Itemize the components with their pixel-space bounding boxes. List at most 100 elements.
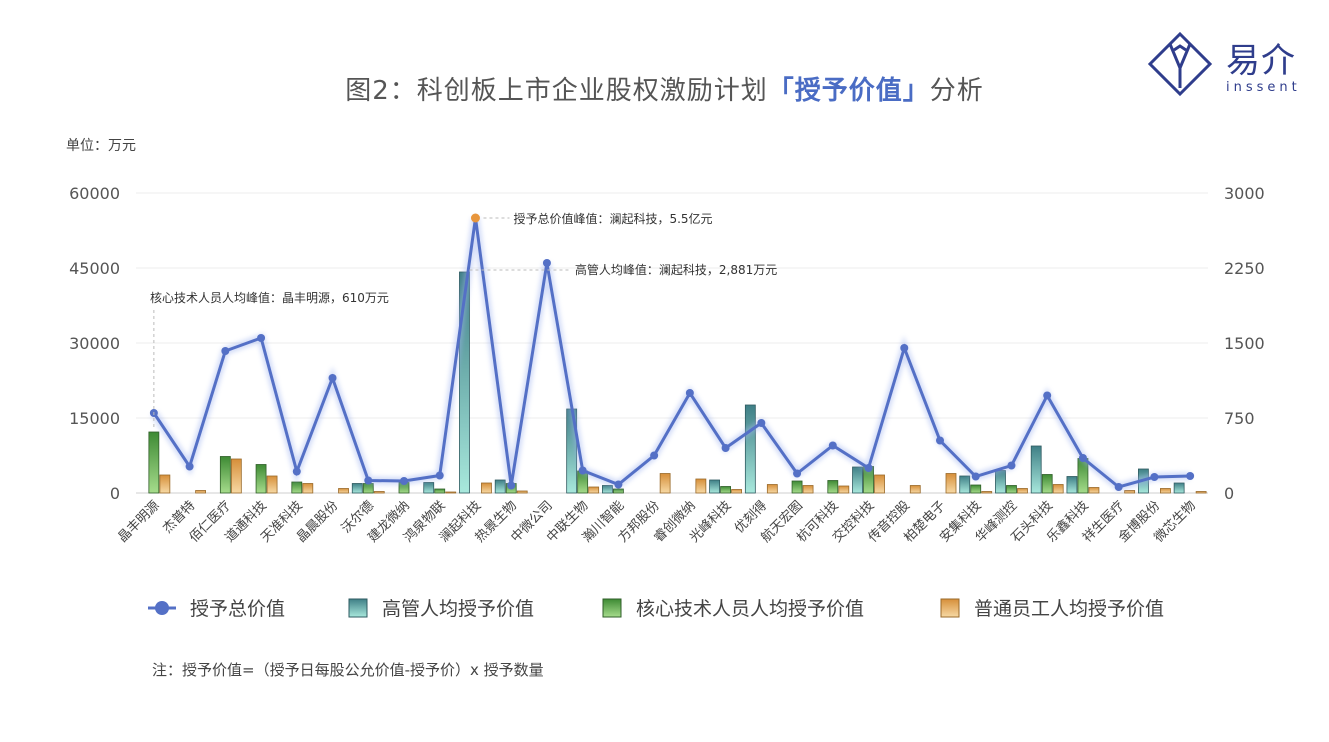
- left-tick-label: 30000: [69, 334, 120, 353]
- exec-bar: [351, 483, 363, 494]
- right-axis-ticks: 0 750 1500 2250 3000: [1224, 184, 1265, 503]
- line-point: [400, 477, 408, 485]
- exec-bar: [423, 482, 435, 494]
- legend-item-core[interactable]: 核心技术人员人均授予价值: [602, 594, 864, 621]
- annotation-total-peak: 授予总价值峰值：澜起科技，5.5亿元: [513, 211, 712, 226]
- footnote: 注：授予价值=（授予日每股公允价值-授予价）x 授予数量: [152, 661, 544, 679]
- logo-text: 易介: [1226, 41, 1296, 81]
- staff-bar: [516, 490, 528, 494]
- legend-label-total: 授予总价值: [190, 598, 286, 620]
- right-tick-label: 750: [1224, 409, 1255, 428]
- left-tick-label: 0: [110, 484, 120, 503]
- exec-bar: [709, 479, 720, 494]
- line-point: [721, 444, 730, 452]
- legend-item-staff[interactable]: 普通员工人均授予价值: [940, 594, 1164, 621]
- exec-bar: [1173, 482, 1185, 494]
- right-tick-label: 1500: [1224, 334, 1265, 353]
- line-point: [650, 451, 659, 460]
- core-bar: [613, 488, 624, 494]
- line-point: [828, 441, 837, 450]
- line-point: [435, 471, 444, 480]
- x-tick-label: 晶丰明源: [115, 498, 162, 545]
- line-point: [1186, 472, 1195, 480]
- core-bar: [827, 480, 839, 494]
- left-tick-label: 45000: [69, 259, 120, 278]
- core-bar: [291, 481, 303, 494]
- orange-square-icon: [940, 598, 960, 617]
- staff-bar: [1052, 484, 1064, 494]
- line-point: [793, 469, 802, 478]
- line-point: [507, 481, 516, 490]
- bar-series: [148, 271, 1207, 494]
- staff-bar: [159, 474, 171, 494]
- line-point: [1114, 483, 1123, 491]
- annotation-exec-peak: 高管人均峰值：澜起科技，2,881万元: [575, 262, 777, 277]
- line-point: [257, 334, 266, 342]
- staff-bar: [909, 485, 921, 494]
- staff-bar: [695, 478, 707, 494]
- staff-bar: [1124, 490, 1136, 494]
- core-bar: [1041, 474, 1053, 494]
- staff-bar: [1017, 488, 1028, 494]
- core-bar: [362, 483, 374, 494]
- exec-bar: [602, 485, 613, 494]
- staff-bar: [481, 482, 492, 494]
- core-bar: [255, 464, 267, 494]
- staff-bar: [266, 475, 278, 494]
- line-point: [470, 213, 480, 223]
- left-tick-label: 60000: [69, 184, 120, 203]
- line-point: [685, 389, 694, 397]
- line-point: [1150, 473, 1159, 481]
- line-point: [1007, 461, 1016, 470]
- left-tick-label: 15000: [69, 409, 120, 428]
- legend-label-staff: 普通员工人均授予价值: [974, 598, 1165, 620]
- staff-bar: [659, 473, 671, 494]
- line-point: [292, 467, 301, 476]
- left-axis-ticks: 0 15000 30000 45000 60000: [69, 184, 120, 503]
- chart-title: 图2：科创板上市企业股权激励计划「授予价值」分析: [0, 70, 1329, 107]
- staff-bar: [766, 484, 778, 494]
- right-tick-label: 3000: [1224, 184, 1265, 203]
- teal-square-icon: [348, 598, 368, 617]
- legend-label-core: 核心技术人员人均授予价值: [636, 598, 865, 620]
- x-axis-labels: 晶丰明源杰普特佰仁医疗道通科技天准科技晶晨股份沃尔德建龙微纳鸿泉物联澜起科技热景…: [115, 498, 1199, 546]
- line-point: [328, 374, 337, 382]
- staff-bar: [981, 491, 993, 494]
- exec-bar: [1066, 476, 1078, 494]
- staff-bar: [1160, 488, 1171, 494]
- legend-item-total[interactable]: 授予总价值: [148, 594, 285, 621]
- line-point: [1043, 391, 1052, 400]
- staff-bar: [731, 489, 742, 494]
- core-bar: [219, 456, 231, 494]
- core-bar: [791, 480, 803, 494]
- core-bar: [148, 431, 160, 494]
- unit-label: 单位：万元: [66, 138, 136, 154]
- line-point: [185, 462, 194, 471]
- chart-canvas: 0 15000 30000 45000 60000 0 750 1500 2250 3000 晶…: [69, 184, 1265, 546]
- logo-subtext: inssent: [1226, 80, 1301, 95]
- line-point: [578, 466, 587, 475]
- staff-bar: [373, 491, 385, 494]
- line-point: [1078, 454, 1087, 462]
- legend-item-exec[interactable]: 高管人均授予价值: [348, 594, 534, 621]
- line-point: [971, 472, 980, 481]
- total-value-line: [152, 217, 1191, 489]
- staff-bar: [302, 483, 314, 494]
- annotations: 授予总价值峰值：澜起科技，5.5亿元高管人均峰值：澜起科技，2,881万元核心技…: [150, 211, 777, 430]
- staff-bar: [874, 474, 885, 494]
- line-point: [936, 436, 944, 445]
- staff-bar: [945, 473, 957, 494]
- staff-bar: [802, 485, 814, 494]
- core-bar: [434, 488, 446, 494]
- circle-line-icon: [148, 600, 176, 615]
- line-point: [614, 480, 623, 489]
- annotation-core-peak: 核心技术人员人均峰值：晶丰明源，610万元: [150, 290, 389, 305]
- line-series: [149, 213, 1195, 492]
- staff-bar: [588, 486, 600, 494]
- green-square-icon: [602, 598, 622, 617]
- core-bar: [1006, 485, 1017, 494]
- exec-bar: [744, 404, 756, 494]
- right-tick-label: 2250: [1224, 259, 1265, 278]
- line-point: [364, 476, 373, 485]
- title-prefix: 图2：科创板上市企业股权激励计划: [345, 76, 768, 106]
